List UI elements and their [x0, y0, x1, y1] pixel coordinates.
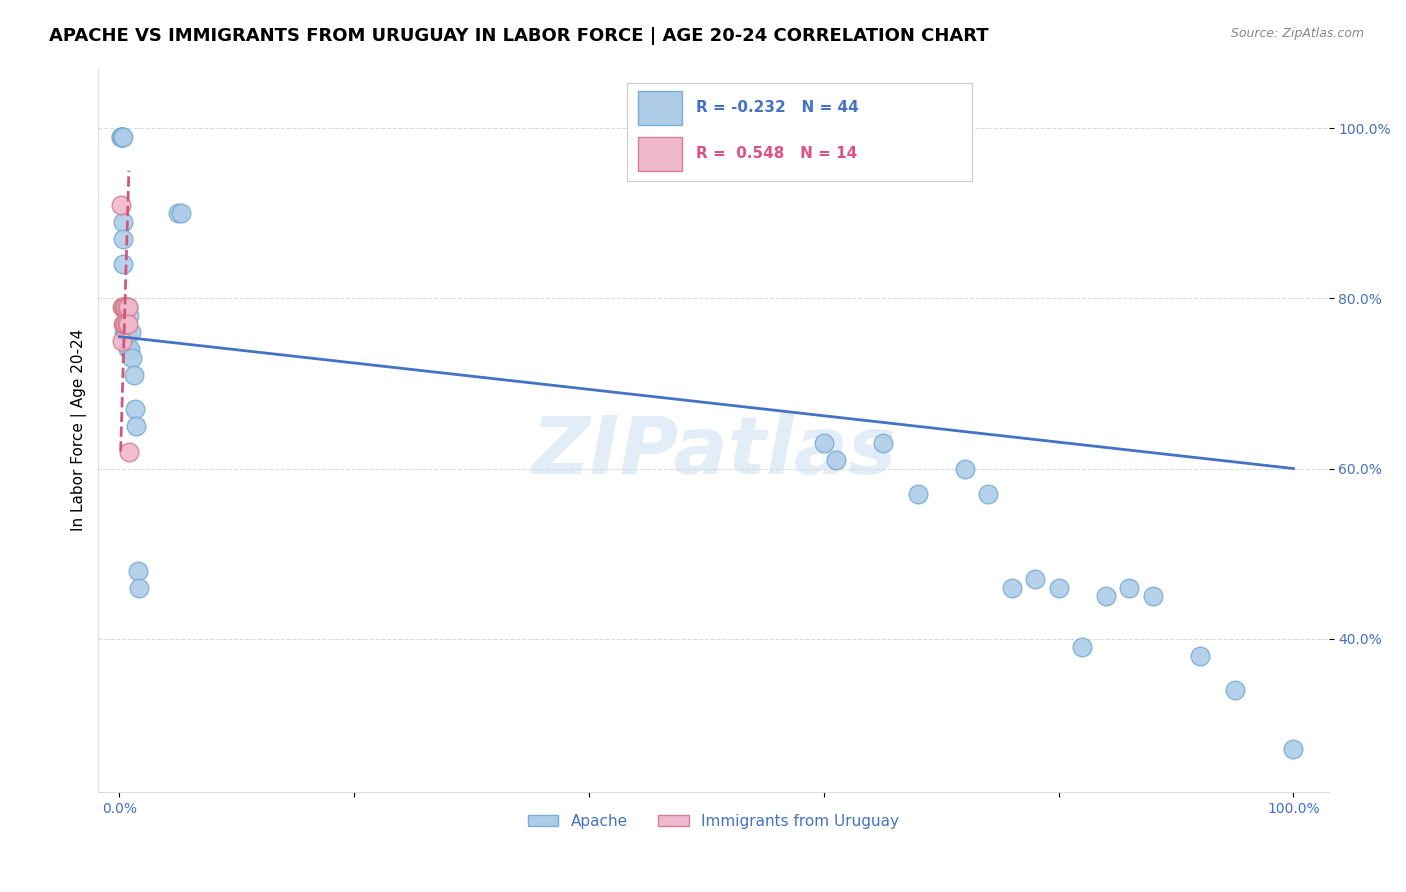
- Point: [1282, 742, 1305, 756]
- Point: [111, 334, 134, 348]
- Point: [115, 300, 138, 314]
- Point: [112, 317, 135, 331]
- Point: [124, 401, 146, 416]
- Point: [120, 326, 142, 340]
- Point: [1094, 589, 1116, 603]
- Point: [872, 436, 894, 450]
- Point: [115, 317, 138, 331]
- Point: [117, 300, 139, 314]
- Text: APACHE VS IMMIGRANTS FROM URUGUAY IN LABOR FORCE | AGE 20-24 CORRELATION CHART: APACHE VS IMMIGRANTS FROM URUGUAY IN LAB…: [49, 27, 988, 45]
- Point: [117, 317, 139, 331]
- Y-axis label: In Labor Force | Age 20-24: In Labor Force | Age 20-24: [72, 329, 87, 532]
- Point: [110, 129, 132, 144]
- Text: ZIPatlas: ZIPatlas: [531, 413, 896, 491]
- Point: [111, 317, 134, 331]
- Point: [907, 487, 929, 501]
- Legend: Apache, Immigrants from Uruguay: Apache, Immigrants from Uruguay: [522, 808, 905, 835]
- Point: [118, 343, 141, 357]
- Point: [111, 129, 134, 144]
- Point: [1118, 581, 1140, 595]
- Point: [953, 461, 976, 475]
- Point: [111, 129, 134, 144]
- Point: [114, 317, 136, 331]
- Point: [118, 309, 141, 323]
- Point: [117, 343, 139, 357]
- Point: [121, 351, 143, 365]
- Point: [127, 564, 149, 578]
- Point: [1071, 640, 1094, 655]
- Point: [112, 300, 135, 314]
- Point: [118, 444, 141, 458]
- Point: [115, 300, 138, 314]
- Point: [1001, 581, 1024, 595]
- Point: [114, 326, 136, 340]
- Point: [1188, 648, 1211, 663]
- Point: [114, 300, 136, 314]
- Point: [824, 453, 846, 467]
- Point: [112, 326, 135, 340]
- Text: Source: ZipAtlas.com: Source: ZipAtlas.com: [1230, 27, 1364, 40]
- Point: [110, 197, 132, 211]
- Point: [1047, 581, 1070, 595]
- Point: [122, 368, 145, 382]
- Point: [110, 129, 132, 144]
- Point: [128, 581, 150, 595]
- Point: [111, 300, 134, 314]
- Point: [117, 300, 139, 314]
- Point: [1024, 572, 1046, 586]
- Point: [111, 300, 134, 314]
- Point: [115, 326, 138, 340]
- Point: [977, 487, 1000, 501]
- Point: [111, 129, 134, 144]
- Point: [125, 419, 148, 434]
- Point: [111, 129, 134, 144]
- Point: [112, 300, 135, 314]
- Point: [111, 257, 134, 271]
- Point: [1223, 682, 1246, 697]
- Point: [169, 206, 191, 220]
- Point: [167, 206, 190, 220]
- Point: [1142, 589, 1164, 603]
- Point: [813, 436, 835, 450]
- Point: [111, 215, 134, 229]
- Point: [111, 232, 134, 246]
- Point: [114, 300, 136, 314]
